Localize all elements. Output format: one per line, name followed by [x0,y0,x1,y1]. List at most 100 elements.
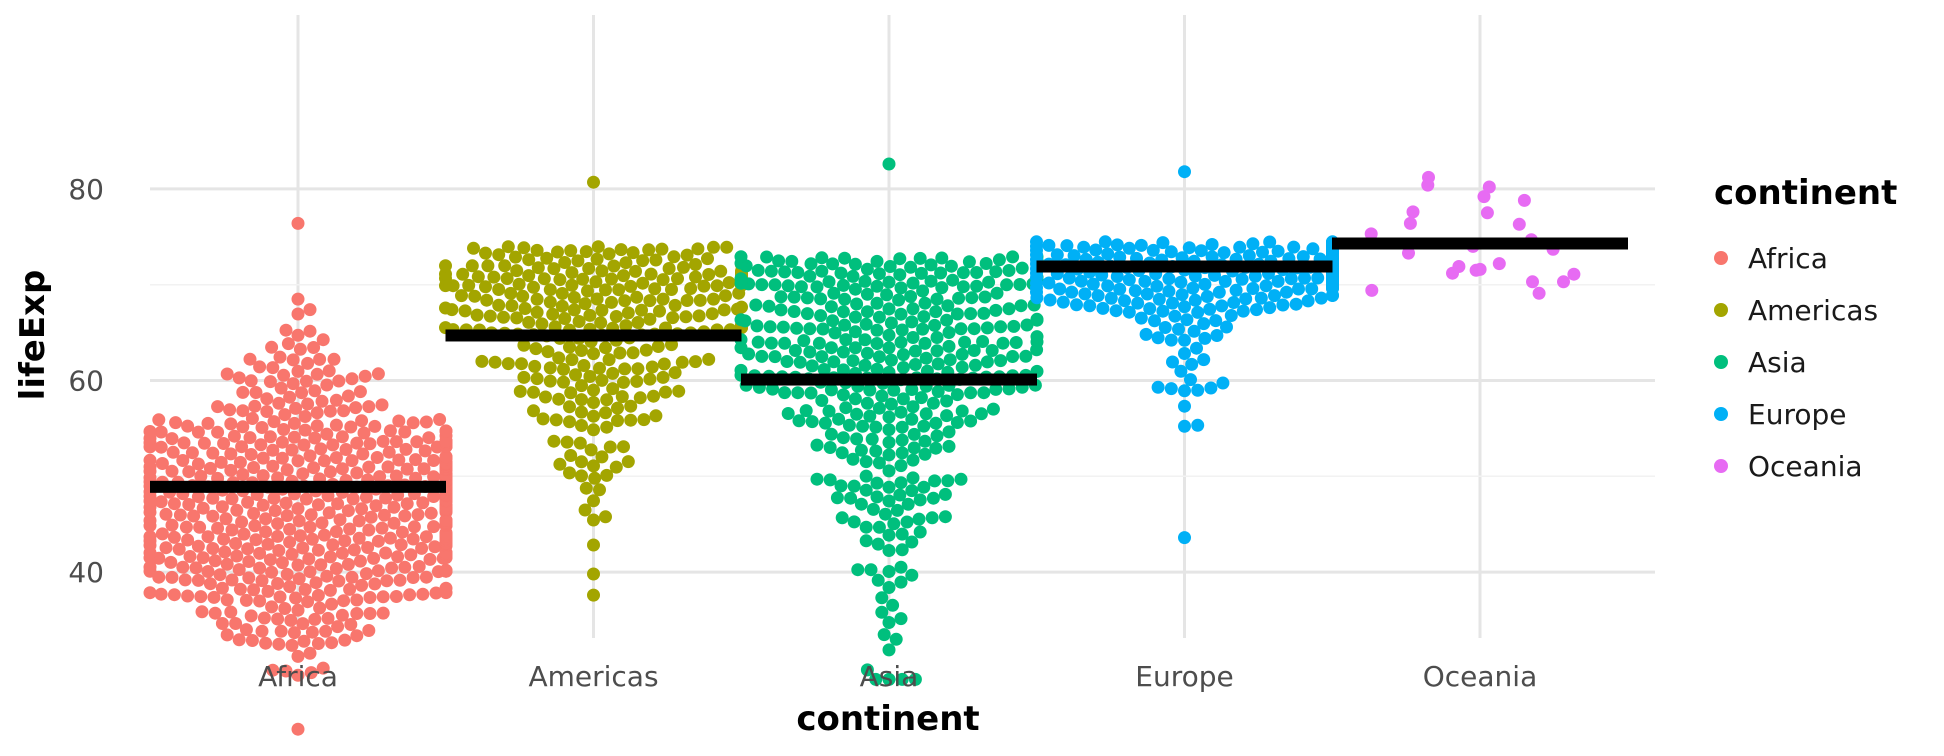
data-point [1042,276,1056,290]
data-point [930,344,944,358]
data-point [1567,267,1581,281]
data-point [882,423,896,437]
data-point [1134,311,1148,325]
data-point [719,289,732,303]
data-point [1191,383,1205,397]
data-point [692,309,706,323]
data-point [253,546,267,560]
data-point [1113,250,1127,264]
data-point [465,259,479,273]
data-point [261,584,275,598]
data-point [406,532,420,546]
data-point [618,294,632,308]
data-point [549,413,563,427]
data-point [822,275,836,289]
data-point [237,527,251,541]
data-point [848,310,862,324]
data-point [411,508,425,522]
data-point [799,404,813,418]
mean-line [1036,260,1333,273]
y-tick-label: 40 [68,556,104,589]
legend-label: Asia [1748,346,1807,379]
data-point [361,541,375,554]
data-point [331,497,345,511]
data-point [355,578,369,592]
data-point [373,470,387,484]
y-tick-label: 80 [68,173,104,206]
data-point [154,495,168,509]
data-point [824,341,838,355]
data-point [835,511,849,525]
data-point [1172,322,1185,336]
data-point [1209,314,1223,328]
data-point [419,530,433,544]
data-point [241,495,255,509]
data-point [165,464,179,478]
data-point [322,506,336,520]
data-point [236,385,250,399]
data-point [575,405,588,419]
data-point [749,298,763,312]
data-point [311,543,325,557]
data-point [249,533,263,547]
data-point [167,497,181,511]
data-point [1482,180,1496,194]
data-point [301,356,315,370]
data-point [1194,244,1208,258]
data-point [314,558,328,572]
data-point [1030,330,1044,344]
data-point [967,322,981,336]
data-point [1164,245,1178,259]
data-point [735,300,748,314]
x-axis-ticks: Africa Americas Asia Europe Oceania [258,660,1537,693]
data-point [768,278,782,292]
data-point [335,546,349,560]
data-point [555,287,569,300]
data-point [1178,165,1191,179]
data-point [675,355,689,369]
data-point [631,362,645,376]
data-point [667,250,681,264]
data-point [392,453,406,467]
data-point [593,483,606,497]
data-point [1185,357,1199,371]
data-point [1271,244,1285,258]
data-point [1056,295,1070,309]
data-point [950,388,964,402]
data-point [456,267,470,281]
data-point [283,580,297,594]
data-point [930,429,944,443]
data-point [990,286,1004,300]
data-point [826,257,840,271]
data-point [404,548,418,562]
data-point [176,560,190,574]
data-point [143,453,157,467]
data-point [905,315,919,329]
data-point [1096,301,1110,315]
data-point [362,624,376,637]
data-point [424,506,438,520]
data-point [606,382,620,396]
data-point [930,331,944,344]
data-point [842,418,856,432]
data-point [599,341,612,355]
data-point [587,513,600,527]
data-point [1178,384,1191,398]
data-point [734,272,748,286]
data-point [439,450,453,464]
data-point [181,589,195,603]
data-point [325,636,339,650]
legend-key [1714,303,1728,317]
data-point [536,412,550,426]
data-point [1218,274,1232,288]
data-point [350,607,364,620]
data-point [1110,270,1124,283]
data-point [480,293,494,307]
data-point [859,483,873,497]
data-point [303,646,317,660]
data-point [565,266,579,280]
points-layer [143,157,1581,736]
data-point [871,537,885,551]
data-point [636,276,650,290]
data-point [1083,299,1097,313]
